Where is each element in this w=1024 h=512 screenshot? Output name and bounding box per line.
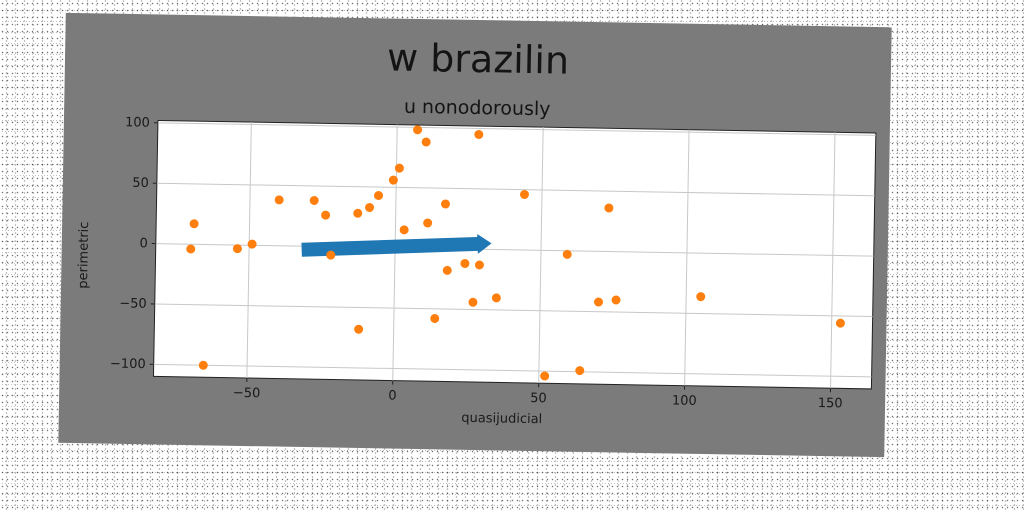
scatter-point bbox=[474, 130, 484, 140]
scatter-point bbox=[274, 195, 284, 205]
scatter-point bbox=[353, 208, 363, 218]
scatter-point bbox=[247, 239, 257, 249]
scatter-point bbox=[321, 210, 331, 220]
tick-labels: −50 0 50 100 150 −100 −50 0 50 100 bbox=[110, 115, 843, 411]
scatter-point bbox=[399, 225, 409, 235]
chart-figure: w brazilin u nonodorously −50 0 50 100 150 −1… bbox=[58, 12, 892, 458]
x-grid-line bbox=[684, 129, 690, 386]
x-grid-line bbox=[538, 127, 544, 384]
scatter-point bbox=[232, 244, 242, 254]
scatter-point bbox=[413, 125, 423, 135]
plot-area bbox=[152, 119, 877, 390]
scatter-point bbox=[468, 297, 478, 307]
x-tick-label: 150 bbox=[818, 396, 843, 411]
chart-title: w brazilin bbox=[387, 35, 570, 82]
scatter-point bbox=[575, 366, 585, 376]
scatter-point bbox=[460, 258, 470, 268]
chart-subtitle: u nonodorously bbox=[404, 96, 551, 121]
scatter-point bbox=[423, 218, 433, 228]
y-tick-label: 0 bbox=[139, 236, 148, 251]
scatter-chart: w brazilin u nonodorously −50 0 50 100 150 −1… bbox=[76, 35, 877, 427]
x-tick-label: 50 bbox=[530, 391, 547, 406]
scatter-point bbox=[421, 137, 431, 147]
y-grid-line bbox=[155, 243, 874, 257]
scatter-point bbox=[394, 163, 404, 173]
scatter-point bbox=[611, 295, 621, 305]
scatter-point bbox=[186, 244, 196, 254]
y-tick-label: 50 bbox=[132, 176, 149, 191]
x-tick-label: −50 bbox=[233, 386, 261, 401]
scatter-point bbox=[440, 199, 450, 209]
x-tick-label: 100 bbox=[672, 393, 697, 408]
scatter-point bbox=[474, 260, 484, 270]
scatter-point bbox=[365, 202, 375, 212]
y-axis-label: perimetric bbox=[76, 222, 92, 289]
scatter-point bbox=[491, 293, 501, 303]
y-grid-line bbox=[154, 303, 873, 317]
y-grid-line bbox=[157, 122, 876, 136]
scatter-point bbox=[835, 318, 845, 328]
scatter-points bbox=[186, 125, 845, 381]
scatter-point bbox=[562, 249, 572, 259]
y-tick-label: 100 bbox=[125, 115, 150, 130]
x-tick-label: 0 bbox=[388, 389, 397, 404]
scatter-point bbox=[373, 191, 383, 201]
quiver-arrow bbox=[301, 233, 492, 257]
scatter-point bbox=[198, 360, 208, 370]
scatter-point bbox=[696, 292, 706, 302]
scatter-point bbox=[430, 314, 440, 324]
scatter-point bbox=[354, 324, 364, 334]
x-grid-line bbox=[830, 132, 836, 389]
scatter-point bbox=[442, 265, 452, 275]
scatter-point bbox=[309, 195, 319, 205]
scatter-point bbox=[519, 189, 529, 199]
scatter-point bbox=[388, 175, 398, 185]
y-tick-label: −100 bbox=[110, 357, 146, 373]
scatter-point bbox=[326, 250, 336, 260]
x-axis-label: quasijudicial bbox=[461, 411, 542, 427]
x-grid-line bbox=[246, 122, 252, 379]
scatter-point bbox=[540, 371, 550, 381]
scatter-point bbox=[593, 297, 603, 307]
y-grid-line bbox=[153, 363, 872, 378]
y-grid-line bbox=[156, 182, 875, 197]
y-tick-label: −50 bbox=[119, 296, 147, 311]
scatter-point bbox=[604, 203, 614, 213]
scatter-point bbox=[189, 219, 199, 229]
arrows bbox=[301, 233, 492, 257]
